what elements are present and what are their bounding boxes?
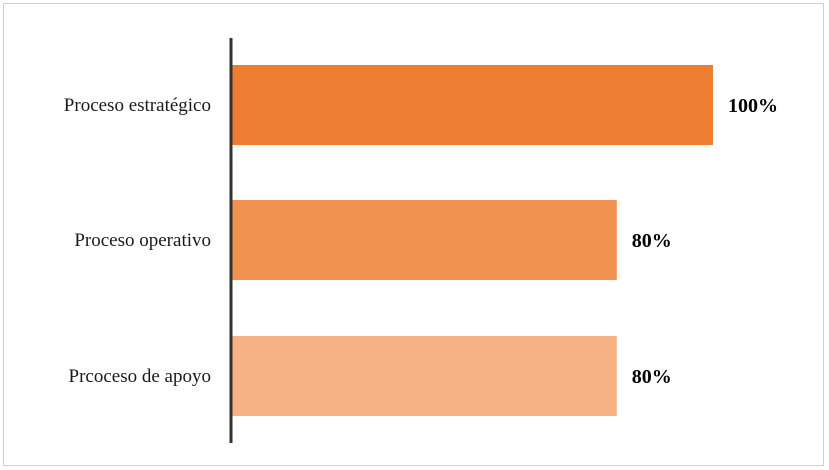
category-label-1: Proceso estratégico [64,95,211,116]
bar-1 [232,65,713,145]
bars-group [232,65,713,416]
bar-2 [232,200,617,280]
category-label-2: Proceso operativo [74,230,211,251]
value-label-2: 80% [632,230,672,252]
labels-group: Proceso estratégico 100% Proceso operativo… [64,95,778,388]
value-label-1: 100% [728,95,778,117]
bar-3 [232,336,617,416]
value-label-3: 80% [632,366,672,388]
category-label-3: Prcoceso de apoyo [69,366,211,387]
